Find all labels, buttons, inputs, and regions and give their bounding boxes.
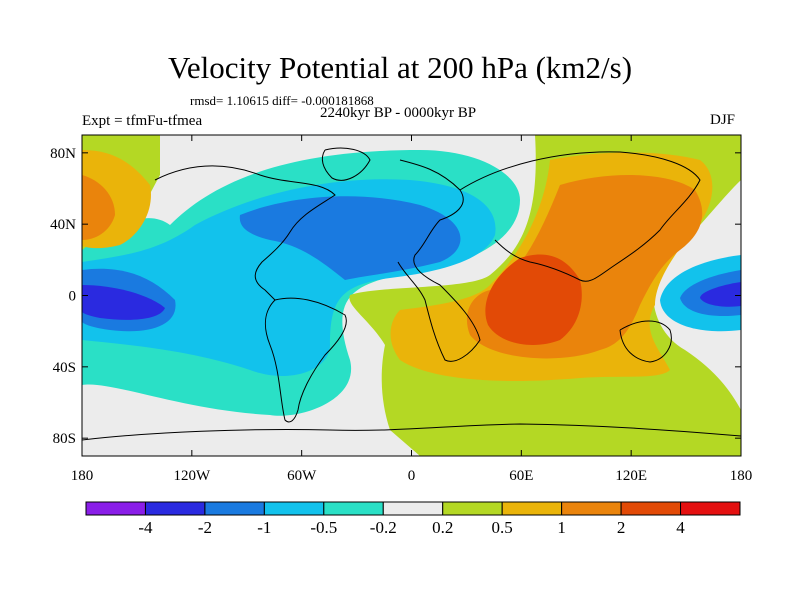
colorbar-swatch <box>204 501 265 516</box>
lat-tick-label: 40N <box>50 217 76 233</box>
colorbar-level-label: 1 <box>557 518 566 537</box>
rmsd-diff-label: rmsd= 1.10615 diff= -0.000181868 <box>190 93 374 108</box>
colorbar-swatch <box>620 501 682 516</box>
lon-tick-label: 60W <box>287 468 317 484</box>
colorbar-swatch <box>680 501 741 516</box>
lat-tick-label: 40S <box>53 360 76 376</box>
asia-coast <box>459 151 701 282</box>
lon-tick-label: 60E <box>509 468 533 484</box>
lon-tick-label: 120E <box>615 468 647 484</box>
lon-tick-label: 180 <box>71 468 94 484</box>
contour-neg-1 <box>239 196 461 280</box>
colorbar-swatch <box>501 501 563 516</box>
contour-neg-2 <box>82 285 165 320</box>
colorbar-level-label: -2 <box>197 518 212 537</box>
colorbar-level-label: 0.5 <box>491 518 513 537</box>
colorbar-swatch <box>323 501 384 516</box>
page-title: Velocity Potential at 200 hPa (km2/s) <box>167 50 633 85</box>
season-label: DJF <box>710 112 736 128</box>
australia-coast <box>619 320 672 363</box>
colorbar-level-label: 0.2 <box>432 518 454 537</box>
colorbar-swatch <box>442 501 503 516</box>
contour-neg-2-east <box>700 282 741 307</box>
lat-tick-label: 0 <box>69 289 77 305</box>
period-label: 2240kyr BP - 0000kyr BP <box>320 105 477 121</box>
colorbar-swatch <box>382 501 444 516</box>
colorbar <box>85 501 741 516</box>
colorbar-level-label: -0.2 <box>369 518 397 537</box>
lat-tick-label: 80N <box>50 146 76 162</box>
europe-africa-coast <box>397 159 481 362</box>
colorbar-swatch <box>144 501 206 516</box>
colorbar-level-label: 2 <box>616 518 626 537</box>
colorbar-level-label: -0.5 <box>310 518 338 537</box>
contour-field <box>82 135 741 456</box>
colorbar-swatch <box>561 501 622 516</box>
longitude-axis: 180 120W 60W 0 60E 120E 180 <box>71 135 753 484</box>
colorbar-level-label: 4 <box>676 518 685 537</box>
colorbar-swatch <box>85 501 146 516</box>
lon-tick-label: 120W <box>173 468 211 484</box>
coastlines <box>82 147 741 441</box>
greenland-coast <box>321 147 371 181</box>
experiment-label: Expt = tfmFu-tfmea <box>82 113 203 129</box>
contour-pos-2 <box>485 254 582 345</box>
antarctica-coast <box>82 423 741 441</box>
lon-tick-label: 180 <box>730 468 753 484</box>
latitude-axis: 80N 40N 0 40S 80S <box>50 146 741 447</box>
colorbar-level-label: -4 <box>138 518 153 537</box>
lon-tick-label: 0 <box>408 468 416 484</box>
contour-pos-1-west <box>82 175 115 240</box>
lat-tick-label: 80S <box>53 431 76 447</box>
north-america-coast <box>154 165 336 301</box>
colorbar-level-label: -1 <box>257 518 272 537</box>
south-america-coast <box>264 297 347 423</box>
colorbar-swatch <box>263 501 325 516</box>
